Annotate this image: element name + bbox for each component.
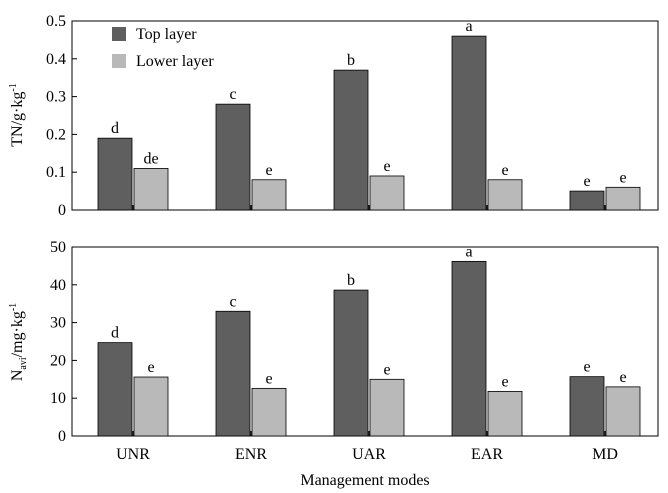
navi-y-axis: 0 10 20 30 40 50 xyxy=(50,239,606,445)
navi-y-tick-label: 40 xyxy=(50,277,66,294)
navi-bar-lower-layer-ear xyxy=(487,390,523,437)
tn-bars xyxy=(97,35,641,211)
navi-significance-label: c xyxy=(229,293,236,310)
x-axis-title: Management modes xyxy=(300,472,429,489)
tn-y-axis: 0 0.1 0.2 0.3 0.4 0.5 xyxy=(46,13,606,219)
navi-bar-lower-layer-enr xyxy=(251,387,287,437)
navi-significance-label: a xyxy=(465,243,472,260)
tn-significance-label: c xyxy=(229,86,236,103)
tn-bar-top-layer-ear xyxy=(451,35,487,211)
navi-bar-top-layer-md xyxy=(569,376,605,437)
tn-bar-lower-layer-unr xyxy=(133,168,169,211)
navi-bar-top-layer-unr xyxy=(97,342,133,437)
navi-significance-label: e xyxy=(147,359,154,376)
tn-bar-lower-layer-ear xyxy=(487,179,523,211)
tn-significance-label: de xyxy=(143,150,158,167)
tn-y-tick-label: 0.4 xyxy=(46,51,66,68)
navi-y-axis-title: Navi/mg·kg-1 xyxy=(8,303,29,381)
navi-significance-label: e xyxy=(383,361,390,378)
tn-significance-label: d xyxy=(111,120,119,137)
navi-y-tick-label: 50 xyxy=(50,239,66,256)
navi-significance-label: d xyxy=(111,325,119,342)
tn-y-tick-label: 0 xyxy=(58,202,66,219)
x-tick-label-enr: ENR xyxy=(235,446,267,463)
tn-significance-label: e xyxy=(583,173,590,190)
tn-y-tick-label: 0.2 xyxy=(46,126,66,143)
tn-chart: 0 0.1 0.2 0.3 0.4 0.5 d de c e b e a e e e TN/g·kg-1 T… xyxy=(8,13,659,219)
tn-bar-top-layer-unr xyxy=(97,137,133,211)
tn-significance-label: e xyxy=(383,158,390,175)
tn-bar-labels: d de c e b e a e e e xyxy=(111,18,627,190)
tn-bar-lower-layer-enr xyxy=(251,179,287,211)
navi-bar-labels: d e c e b e a e e e xyxy=(111,243,627,390)
navi-significance-label: e xyxy=(619,369,626,386)
x-tick-label-ear: EAR xyxy=(471,446,503,463)
tn-bar-top-layer-enr xyxy=(215,103,251,211)
navi-bar-top-layer-uar xyxy=(333,289,369,437)
legend-swatch-top-layer xyxy=(112,27,126,41)
navi-bar-lower-layer-uar xyxy=(369,378,405,437)
navi-y-tick-label: 20 xyxy=(50,352,66,369)
navi-y-tick-label: 30 xyxy=(50,315,66,332)
x-tick-label-uar: UAR xyxy=(352,446,386,463)
navi-bar-lower-layer-md xyxy=(605,386,641,437)
tn-y-axis-title: TN/g·kg-1 xyxy=(8,83,26,146)
x-tick-label-unr: UNR xyxy=(116,446,150,463)
tn-bar-top-layer-uar xyxy=(333,69,369,211)
legend-swatch-lower-layer xyxy=(112,54,126,68)
legend-label-top-layer: Top layer xyxy=(136,26,197,43)
navi-chart: 0 10 20 30 40 50 d e c e b e a e e e Navi/mg·kg-1 xyxy=(8,239,659,445)
navi-significance-label: e xyxy=(583,359,590,376)
tn-bar-lower-layer-md xyxy=(605,186,641,211)
navi-bar-lower-layer-unr xyxy=(133,376,169,437)
navi-significance-label: b xyxy=(347,272,355,289)
navi-significance-label: e xyxy=(265,370,272,387)
tn-significance-label: a xyxy=(465,18,472,35)
tn-y-tick-label: 0.5 xyxy=(46,13,66,30)
navi-bars xyxy=(97,260,641,437)
legend-label-lower-layer: Lower layer xyxy=(136,53,214,70)
tn-significance-label: e xyxy=(501,162,508,179)
tn-y-tick-label: 0.3 xyxy=(46,89,66,106)
navi-bar-top-layer-ear xyxy=(451,260,487,437)
tn-bar-top-layer-md xyxy=(569,190,605,211)
tn-significance-label: e xyxy=(265,162,272,179)
legend: Top layer Lower layer xyxy=(112,26,214,70)
navi-y-tick-label: 10 xyxy=(50,390,66,407)
tn-significance-label: b xyxy=(347,52,355,69)
x-axis: UNR ENR UAR EAR MD xyxy=(116,446,618,463)
tn-bar-lower-layer-uar xyxy=(369,175,405,211)
x-tick-label-md: MD xyxy=(592,446,618,463)
navi-y-tick-label: 0 xyxy=(58,428,66,445)
tn-y-tick-label: 0.1 xyxy=(46,164,66,181)
navi-significance-label: e xyxy=(501,373,508,390)
tn-significance-label: e xyxy=(619,169,626,186)
navi-bar-top-layer-enr xyxy=(215,310,251,437)
